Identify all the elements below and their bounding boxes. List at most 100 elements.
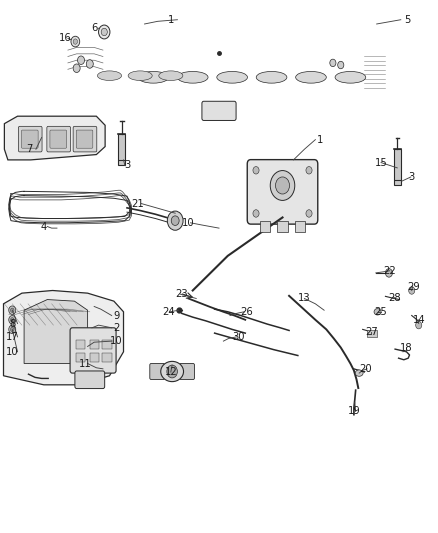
- Bar: [260, 221, 270, 231]
- Text: 30: 30: [233, 332, 245, 342]
- FancyBboxPatch shape: [76, 130, 93, 148]
- Bar: [102, 340, 112, 349]
- Ellipse shape: [177, 71, 208, 83]
- FancyBboxPatch shape: [21, 130, 38, 148]
- Circle shape: [338, 61, 344, 69]
- Ellipse shape: [97, 71, 121, 80]
- FancyBboxPatch shape: [75, 371, 105, 389]
- Text: 25: 25: [374, 307, 388, 317]
- Circle shape: [11, 308, 14, 312]
- Bar: [102, 353, 112, 362]
- Circle shape: [9, 325, 16, 334]
- Circle shape: [9, 316, 16, 324]
- Ellipse shape: [138, 71, 169, 83]
- FancyBboxPatch shape: [150, 364, 165, 379]
- FancyBboxPatch shape: [247, 160, 318, 224]
- Text: 26: 26: [240, 307, 253, 317]
- Ellipse shape: [335, 71, 366, 83]
- FancyBboxPatch shape: [180, 364, 194, 379]
- Bar: [90, 340, 99, 349]
- Text: 1: 1: [317, 135, 323, 144]
- Text: 19: 19: [347, 407, 360, 416]
- Text: 8: 8: [9, 319, 15, 328]
- FancyBboxPatch shape: [202, 101, 236, 120]
- Ellipse shape: [217, 71, 247, 83]
- Text: 3: 3: [409, 172, 415, 182]
- Text: 1: 1: [168, 15, 174, 25]
- Circle shape: [71, 36, 80, 47]
- Text: 11: 11: [79, 359, 92, 368]
- Circle shape: [11, 327, 14, 332]
- Bar: [118, 134, 125, 165]
- Text: 24: 24: [162, 307, 175, 317]
- Text: 6: 6: [91, 23, 97, 33]
- Circle shape: [11, 318, 14, 322]
- Polygon shape: [24, 300, 88, 364]
- Text: 15: 15: [374, 158, 388, 167]
- Circle shape: [270, 171, 295, 200]
- Circle shape: [330, 59, 336, 67]
- Text: 3: 3: [124, 160, 130, 170]
- Text: 16: 16: [58, 34, 71, 43]
- Text: 5: 5: [404, 15, 410, 25]
- Bar: [90, 353, 99, 362]
- Circle shape: [385, 269, 392, 277]
- Ellipse shape: [161, 361, 184, 382]
- Bar: [394, 149, 401, 185]
- Circle shape: [99, 25, 110, 39]
- Bar: [76, 340, 85, 349]
- Ellipse shape: [355, 370, 363, 376]
- Ellipse shape: [128, 71, 152, 80]
- Circle shape: [253, 209, 259, 217]
- Circle shape: [86, 60, 93, 68]
- Text: 4: 4: [41, 222, 47, 231]
- Text: 22: 22: [383, 266, 396, 276]
- Polygon shape: [4, 290, 124, 385]
- Text: 7: 7: [27, 144, 33, 154]
- Circle shape: [167, 211, 183, 230]
- Circle shape: [306, 166, 312, 174]
- FancyBboxPatch shape: [50, 130, 67, 148]
- Bar: [277, 221, 288, 231]
- Circle shape: [167, 365, 177, 378]
- Circle shape: [171, 216, 179, 225]
- Circle shape: [416, 321, 422, 329]
- Text: 12: 12: [164, 367, 177, 377]
- Ellipse shape: [159, 71, 183, 80]
- FancyBboxPatch shape: [47, 126, 71, 152]
- Circle shape: [276, 177, 290, 194]
- Text: 28: 28: [388, 294, 400, 303]
- Text: 13: 13: [298, 294, 311, 303]
- Text: 27: 27: [365, 327, 378, 336]
- Text: 18: 18: [400, 343, 413, 352]
- Text: 10: 10: [182, 218, 194, 228]
- Text: 14: 14: [413, 315, 426, 325]
- Circle shape: [73, 39, 78, 44]
- Bar: [295, 221, 305, 231]
- Circle shape: [306, 209, 312, 217]
- FancyBboxPatch shape: [73, 126, 97, 152]
- Circle shape: [101, 28, 107, 36]
- Text: 21: 21: [131, 199, 145, 208]
- FancyBboxPatch shape: [70, 328, 116, 373]
- Polygon shape: [4, 116, 105, 160]
- Circle shape: [78, 56, 85, 64]
- Ellipse shape: [256, 71, 287, 83]
- Ellipse shape: [374, 309, 381, 315]
- Circle shape: [9, 306, 16, 314]
- Text: 9: 9: [113, 311, 119, 320]
- FancyBboxPatch shape: [18, 126, 42, 152]
- Bar: [76, 353, 85, 362]
- Text: 20: 20: [360, 364, 372, 374]
- Text: 10: 10: [6, 347, 18, 357]
- Text: 10: 10: [110, 336, 122, 346]
- Text: 23: 23: [176, 289, 188, 299]
- Text: 29: 29: [407, 282, 420, 292]
- Text: 17: 17: [6, 332, 19, 342]
- Circle shape: [73, 64, 80, 72]
- Circle shape: [253, 166, 259, 174]
- Text: 2: 2: [113, 323, 119, 333]
- Bar: [367, 330, 377, 337]
- Ellipse shape: [296, 71, 326, 83]
- Circle shape: [409, 287, 415, 294]
